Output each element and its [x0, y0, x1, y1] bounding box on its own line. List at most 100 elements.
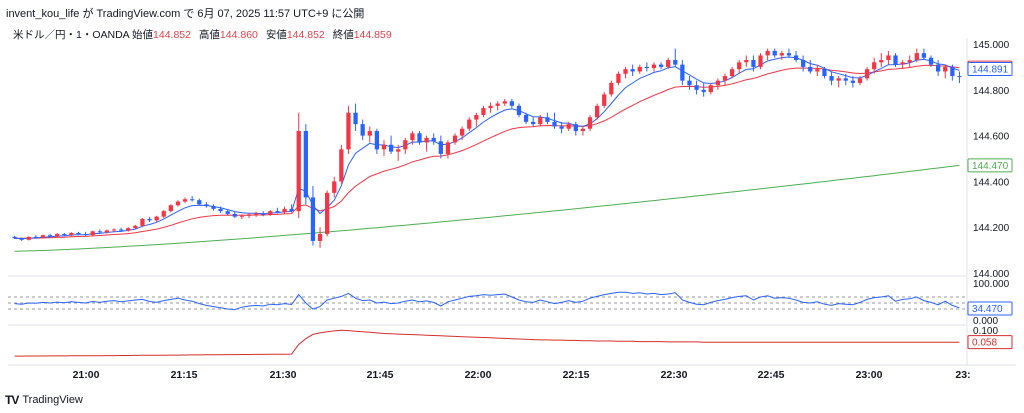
candle-body [808, 66, 813, 72]
candle [175, 200, 181, 207]
candle [339, 144, 344, 184]
candle [729, 66, 735, 79]
candle-body [651, 64, 657, 69]
candle [616, 71, 621, 86]
candle-body [559, 126, 564, 129]
candle [445, 140, 451, 159]
candle [545, 112, 550, 125]
candle [90, 230, 95, 237]
candle-body [282, 208, 287, 213]
candle-body [253, 213, 259, 215]
candle-body [410, 133, 415, 141]
candle [104, 229, 110, 234]
price-label-box [967, 158, 1013, 173]
candle-body [40, 235, 46, 238]
candle [431, 133, 436, 145]
atr-label-value: 0.058 [972, 338, 997, 349]
candle [637, 64, 642, 74]
candle-body [900, 62, 905, 65]
candle-body [943, 66, 948, 72]
candle-body [403, 140, 408, 150]
candle [644, 62, 649, 72]
candle-body [772, 50, 777, 56]
candle-body [147, 218, 152, 221]
candle [580, 126, 586, 136]
candle-body [197, 200, 202, 205]
candle-body [317, 234, 323, 241]
time-tick-label: 21:30 [270, 369, 297, 381]
candle [353, 103, 358, 132]
candle-body [460, 128, 465, 136]
candle [651, 62, 657, 72]
candle-body [609, 82, 614, 95]
candle [197, 198, 202, 206]
candle [161, 210, 166, 219]
ma-mid-line [14, 64, 960, 239]
candle [765, 48, 770, 61]
candle-body [55, 234, 60, 237]
candle-body [822, 69, 827, 77]
tradingview-logo[interactable]: TV TradingView [5, 393, 83, 407]
candle-body [417, 133, 422, 143]
candle [126, 227, 131, 232]
rsi-line [14, 291, 960, 311]
candle-body [339, 149, 344, 182]
candle-body [616, 73, 621, 83]
candle [516, 103, 522, 118]
candle [694, 80, 699, 95]
candle [218, 206, 223, 214]
candle-body [502, 101, 507, 104]
candle [83, 231, 88, 236]
candle-body [97, 231, 102, 233]
candle [417, 131, 422, 145]
candle-body [118, 229, 124, 231]
rsi-label-value: 34.470 [972, 304, 1003, 315]
candle [531, 117, 536, 127]
price-tick-label: 144.200 [973, 223, 1010, 234]
candle-body [133, 225, 138, 229]
candle [62, 232, 67, 237]
candle-body [580, 128, 586, 132]
atr-line [14, 329, 960, 357]
candle [687, 76, 692, 90]
candle-body [602, 94, 607, 106]
price-tick-label: 144.000 [973, 269, 1010, 280]
candle [261, 211, 266, 217]
candle-body [531, 121, 536, 125]
candle-body [523, 114, 529, 122]
candle [609, 80, 614, 97]
candle-body [872, 62, 877, 70]
candle-body [921, 53, 927, 58]
candle [666, 57, 671, 70]
candle [55, 232, 60, 238]
open-value: 144.852 [153, 29, 191, 41]
candle [310, 185, 316, 246]
candle-body [431, 137, 436, 142]
candle [154, 215, 159, 223]
candle-body [850, 80, 856, 83]
candle-body [658, 64, 664, 67]
time-tick-label: 23: [955, 369, 970, 381]
candle-body [62, 234, 67, 236]
candle [566, 121, 571, 132]
candle-body [346, 112, 351, 150]
candle [97, 229, 102, 235]
candle-body [722, 76, 728, 81]
candle-body [104, 230, 110, 233]
candle [374, 128, 380, 154]
price-tick-label: 145.000 [973, 40, 1010, 51]
candle-body [488, 105, 493, 109]
candle-body [644, 66, 649, 69]
candle [140, 218, 145, 228]
candle-body [360, 124, 365, 136]
time-tick-label: 22:45 [758, 369, 785, 381]
price-tick-label: 144.400 [973, 177, 1010, 188]
candle-body [815, 69, 820, 72]
candle [253, 211, 259, 217]
candle [559, 121, 564, 134]
candle [204, 202, 209, 208]
candle [111, 228, 117, 233]
ma-fast-line [14, 56, 960, 240]
low-value: 144.852 [286, 29, 325, 41]
